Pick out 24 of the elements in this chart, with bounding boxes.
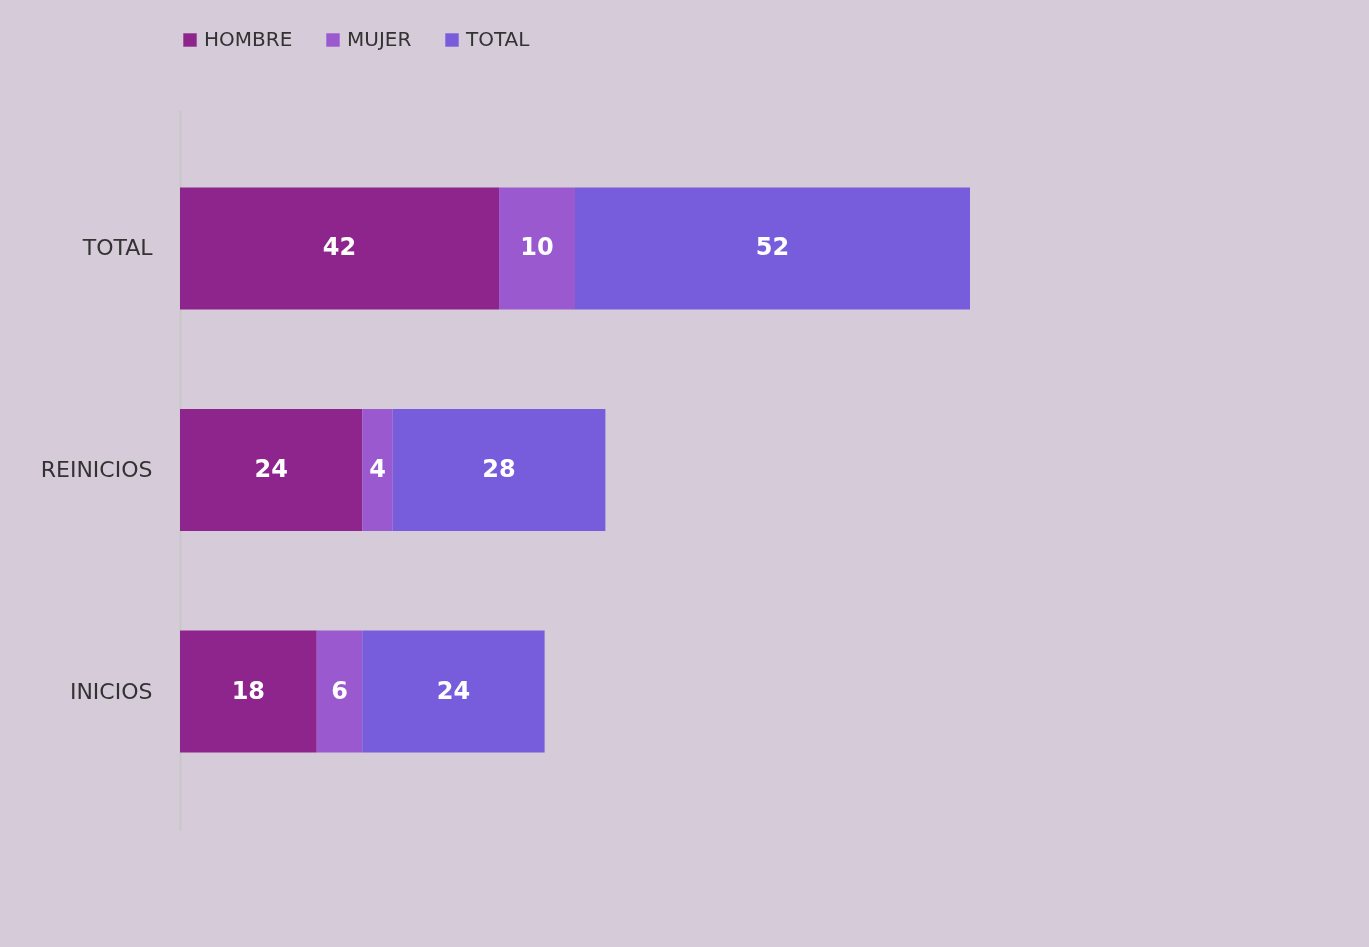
data-label: 10	[520, 233, 554, 262]
bar	[362, 409, 393, 531]
legend-label: HOMBRE	[204, 27, 293, 51]
data-label: 6	[331, 676, 348, 705]
bar	[575, 187, 970, 310]
legend-label: TOTAL	[465, 27, 531, 51]
data-label: 24	[254, 455, 288, 483]
bar	[180, 630, 317, 753]
data-label: 28	[482, 455, 516, 483]
bar	[316, 630, 363, 753]
data-label: 18	[231, 676, 266, 705]
bar	[362, 630, 545, 753]
y-tick-label: TOTAL	[81, 235, 154, 261]
bar	[392, 409, 606, 531]
bar	[180, 409, 363, 531]
data-label: 24	[436, 676, 471, 705]
data-label: 42	[322, 233, 357, 262]
legend-label: MUJER	[347, 27, 412, 51]
y-tick-label: REINICIOS	[40, 457, 153, 482]
bar	[180, 187, 500, 310]
data-label: 52	[755, 233, 790, 262]
y-tick-label: INICIOS	[69, 678, 153, 704]
data-label: 4	[369, 455, 386, 483]
bar	[499, 187, 575, 310]
